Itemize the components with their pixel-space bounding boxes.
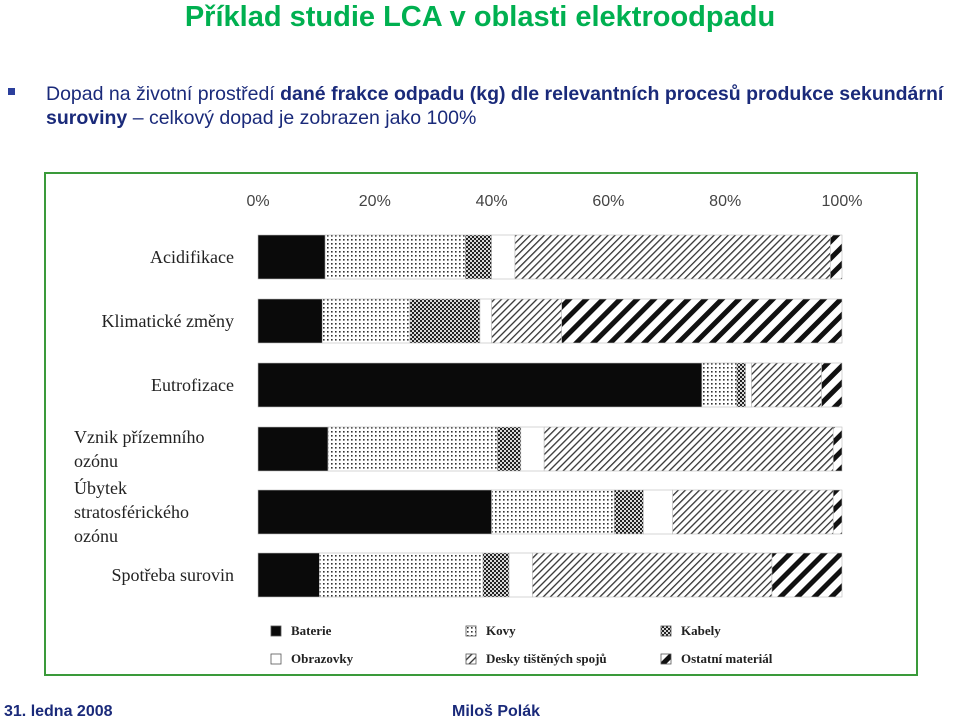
x-tick-label: 20% bbox=[359, 193, 391, 210]
bar-segment bbox=[643, 489, 673, 535]
bar-segment bbox=[319, 552, 484, 598]
bar-segment bbox=[321, 298, 411, 344]
bar-segment bbox=[257, 234, 326, 280]
footer-author: Miloš Polák bbox=[452, 703, 541, 720]
bar-segment bbox=[514, 234, 831, 280]
category-labels: Acidifikace Klimatické změny Eutrofizace Vz… bbox=[74, 247, 234, 585]
bar-segment bbox=[532, 552, 773, 598]
legend-swatch bbox=[270, 653, 282, 665]
bar-segment bbox=[543, 426, 834, 472]
stacked-bar-chart: 0% 20% 40% 60% 80% 100% Acidifikace Klimatické… bbox=[74, 193, 862, 666]
bar-segment bbox=[327, 426, 498, 472]
bar-segment bbox=[491, 489, 615, 535]
x-tick-label: 60% bbox=[592, 193, 624, 210]
bar-segment bbox=[701, 362, 738, 408]
category-label: Acidifikace bbox=[150, 247, 234, 267]
bar-segment bbox=[257, 552, 320, 598]
bars bbox=[257, 234, 843, 598]
category-label: ozónu bbox=[74, 451, 118, 471]
bullet-text-plain: Dopad na životní prostředí bbox=[46, 83, 281, 105]
bar-segment bbox=[508, 552, 533, 598]
legend-label: Kovy bbox=[486, 623, 516, 638]
category-label: Vznik přízemního bbox=[74, 427, 204, 447]
bar-segment bbox=[465, 234, 492, 280]
bar-segment bbox=[479, 298, 492, 344]
bar-segment bbox=[257, 426, 329, 472]
bullet-text-tail: – celkový dopad je zobrazen jako 100% bbox=[127, 107, 477, 129]
legend-label: Baterie bbox=[291, 623, 332, 638]
legend-swatch bbox=[465, 625, 477, 637]
bullet-text-bold: dané frakce odpadu (kg) dle relevantních… bbox=[46, 83, 944, 129]
bullet-item: Dopad na životní prostředí dané frakce o… bbox=[8, 82, 958, 130]
bar-segment bbox=[613, 489, 644, 535]
bar-segment bbox=[672, 489, 834, 535]
bullet-text: Dopad na životní prostředí dané frakce o… bbox=[46, 82, 958, 130]
category-label: Klimatické změny bbox=[102, 311, 234, 331]
x-tick-label: 100% bbox=[822, 193, 863, 210]
bar-segment bbox=[482, 552, 510, 598]
bar-segment bbox=[409, 298, 481, 344]
bar-segment bbox=[497, 426, 522, 472]
legend-swatch bbox=[660, 625, 672, 637]
chart-frame: 0% 20% 40% 60% 80% 100% Acidifikace Klimatické… bbox=[44, 172, 918, 676]
legend-swatch bbox=[465, 653, 477, 665]
bar-segment bbox=[257, 362, 703, 408]
legend: Baterie Kovy Kabely Obrazovky Desky tištěnýc… bbox=[270, 623, 773, 666]
bar-segment bbox=[257, 489, 492, 535]
bar-segment bbox=[257, 298, 323, 344]
bar-segment bbox=[751, 362, 822, 408]
legend-label: Kabely bbox=[681, 623, 721, 638]
x-axis-ticks: 0% 20% 40% 60% 80% 100% bbox=[246, 193, 862, 210]
bar-segment bbox=[491, 234, 516, 280]
bar-segment bbox=[745, 362, 752, 408]
legend-swatch bbox=[270, 625, 282, 637]
bar-segment bbox=[561, 298, 843, 344]
category-label: Eutrofizace bbox=[151, 375, 234, 395]
bar-segment bbox=[736, 362, 746, 408]
bar-segment bbox=[771, 552, 843, 598]
slide-title: Příklad studie LCA v oblasti elektroodpa… bbox=[184, 1, 776, 33]
bar-segment bbox=[324, 234, 466, 280]
legend-label: Obrazovky bbox=[291, 651, 354, 666]
footer-date: 31. ledna 2008 bbox=[4, 703, 113, 720]
x-tick-label: 40% bbox=[476, 193, 508, 210]
x-tick-label: 80% bbox=[709, 193, 741, 210]
category-label: Úbytek bbox=[74, 477, 127, 498]
x-tick-label: 0% bbox=[246, 193, 269, 210]
bar-segment bbox=[832, 426, 843, 472]
legend-label: Desky tištěných spojů bbox=[486, 651, 607, 666]
legend-label: Ostatní materiál bbox=[681, 651, 773, 666]
bar-segment bbox=[830, 234, 843, 280]
bar-segment bbox=[520, 426, 545, 472]
bar-segment bbox=[491, 298, 562, 344]
category-label: stratosférického bbox=[74, 502, 189, 522]
bar-segment bbox=[832, 489, 843, 535]
bar-segment bbox=[821, 362, 843, 408]
square-bullet-icon bbox=[8, 88, 15, 95]
category-label: ozónu bbox=[74, 526, 118, 546]
category-label: Spotřeba surovin bbox=[112, 565, 234, 585]
legend-swatch bbox=[660, 653, 672, 665]
